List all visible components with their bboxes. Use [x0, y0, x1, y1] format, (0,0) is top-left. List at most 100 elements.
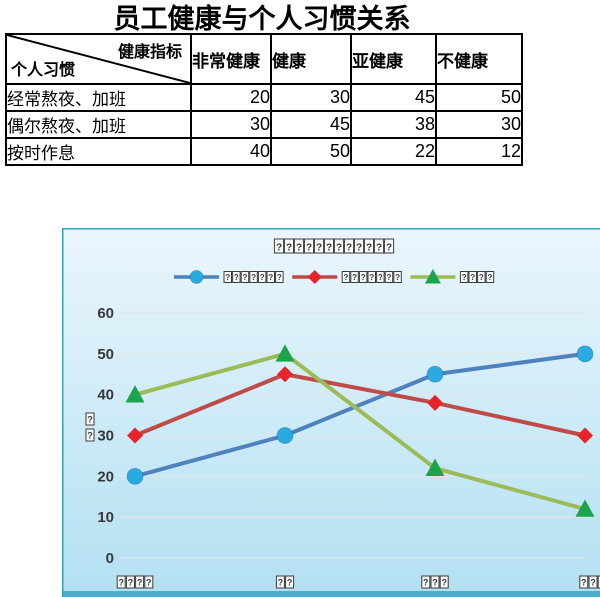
- x-axis-label-3: ???: [579, 575, 600, 589]
- y-axis-tick-label: 10: [97, 509, 114, 526]
- svg-text:?: ?: [137, 578, 143, 588]
- svg-text:?: ?: [386, 243, 392, 254]
- svg-text:?: ?: [260, 273, 265, 282]
- gridlines: [120, 312, 585, 559]
- svg-text:?: ?: [278, 578, 284, 588]
- svg-text:?: ?: [225, 273, 230, 282]
- table-cell: 30: [435, 110, 523, 139]
- circle-marker-icon: [576, 345, 594, 363]
- svg-text:?: ?: [316, 243, 322, 254]
- svg-text:?: ?: [352, 273, 357, 282]
- y-axis-tick-labels: 0 10 20 30 40 50 60: [97, 305, 114, 567]
- svg-text:?: ?: [344, 273, 349, 282]
- legend-label-0: ???????: [223, 271, 284, 283]
- y-axis-tick-label: 30: [97, 428, 114, 445]
- svg-text:?: ?: [479, 273, 484, 282]
- svg-text:?: ?: [277, 273, 282, 282]
- svg-text:?: ?: [387, 273, 392, 282]
- y-axis-title: ??: [85, 412, 95, 442]
- corner-top-right-label: 健康指标: [117, 44, 182, 61]
- triangle-marker-icon: [424, 269, 441, 284]
- legend-item-2: ????: [410, 269, 495, 284]
- table-cell: 20: [190, 83, 272, 112]
- triangle-marker-icon: [125, 385, 145, 403]
- table-cell: 40: [190, 137, 272, 166]
- svg-text:?: ?: [366, 243, 372, 254]
- svg-text:?: ?: [369, 273, 374, 282]
- svg-text:?: ?: [276, 243, 282, 254]
- svg-text:?: ?: [286, 243, 292, 254]
- svg-text:?: ?: [488, 273, 493, 282]
- row-label: 按时作息: [5, 137, 192, 166]
- table-cell: 38: [350, 110, 437, 139]
- y-axis-tick-label: 20: [97, 468, 114, 485]
- triangle-marker-icon: [425, 458, 445, 476]
- svg-text:?: ?: [306, 243, 312, 254]
- svg-text:?: ?: [287, 578, 293, 588]
- y-axis-tick-label: 60: [97, 305, 114, 322]
- series-0-line: [133, 351, 587, 479]
- table-cell: 50: [435, 83, 523, 112]
- svg-text:?: ?: [346, 243, 352, 254]
- circle-marker-icon: [426, 365, 444, 383]
- triangle-marker-icon: [575, 499, 595, 517]
- diamond-marker-icon: [277, 366, 293, 383]
- svg-text:?: ?: [376, 243, 382, 254]
- column-header-unhealthy: 不健康: [435, 33, 523, 85]
- series-0: [126, 345, 594, 485]
- svg-text:?: ?: [336, 243, 342, 254]
- series-2: [125, 344, 595, 517]
- x-axis-label-0: ????: [116, 575, 154, 589]
- svg-text:?: ?: [423, 578, 429, 588]
- corner-bottom-left-label: 个人习惯: [11, 62, 76, 79]
- x-axis-label-2: ???: [421, 575, 449, 589]
- svg-text:?: ?: [378, 273, 383, 282]
- svg-text:?: ?: [462, 273, 467, 282]
- column-header-very-healthy: 非常健康: [190, 33, 272, 85]
- triangle-marker-icon: [275, 344, 295, 362]
- legend-label-2: ????: [459, 271, 495, 283]
- series-2-line: [133, 351, 587, 511]
- svg-text:?: ?: [87, 431, 93, 441]
- chart-border: [62, 228, 600, 597]
- svg-text:?: ?: [590, 578, 596, 588]
- circle-marker-icon: [276, 427, 294, 444]
- svg-text:?: ?: [87, 415, 93, 425]
- circle-marker-icon: [189, 270, 204, 284]
- legend-label-1: ???????: [341, 271, 402, 283]
- row-label: 偶尔熬夜、加班: [5, 110, 192, 139]
- svg-text:?: ?: [234, 273, 239, 282]
- svg-text:?: ?: [296, 243, 302, 254]
- svg-text:?: ?: [268, 273, 273, 282]
- svg-text:?: ?: [432, 578, 438, 588]
- y-axis-title-glyph: ?: [85, 428, 95, 442]
- series-1-line: [133, 372, 587, 438]
- x-axis-label-1: ??: [275, 575, 295, 589]
- y-axis-title-glyph: ?: [85, 412, 95, 426]
- svg-text:?: ?: [581, 578, 587, 588]
- row-label: 经常熬夜、加班: [5, 83, 192, 112]
- svg-text:?: ?: [251, 273, 256, 282]
- chart-figure: 0 10 20 30 40 50 60???????????????????????????…: [62, 228, 600, 597]
- column-header-healthy: 健康: [270, 33, 352, 85]
- table-cell: 30: [190, 110, 272, 139]
- diamond-marker-icon: [577, 427, 593, 444]
- table-row: 偶尔熬夜、加班 30 45 38 30: [5, 110, 523, 139]
- table-cell: 45: [270, 110, 352, 139]
- health-line-chart: 0102030405060???????????????????????????…: [62, 228, 600, 597]
- health-habits-table: 健康指标 个人习惯 非常健康 健康 亚健康 不健康 经常熬夜、加班 20 30 …: [5, 33, 523, 166]
- diamond-marker-icon: [427, 394, 443, 411]
- column-header-subhealthy: 亚健康: [350, 33, 437, 85]
- svg-text:?: ?: [395, 273, 400, 282]
- circle-marker-icon: [126, 467, 144, 485]
- table-row: 按时作息 40 50 22 12: [5, 137, 523, 166]
- diamond-marker-icon: [307, 270, 322, 284]
- svg-text:?: ?: [441, 578, 447, 588]
- chart-background: [62, 228, 600, 597]
- svg-text:?: ?: [146, 578, 152, 588]
- svg-text:?: ?: [326, 243, 332, 254]
- y-axis-tick-label: 40: [97, 387, 114, 404]
- legend-item-1: ???????: [292, 270, 402, 284]
- table-cell: 22: [350, 137, 437, 166]
- table-cell: 12: [435, 137, 523, 166]
